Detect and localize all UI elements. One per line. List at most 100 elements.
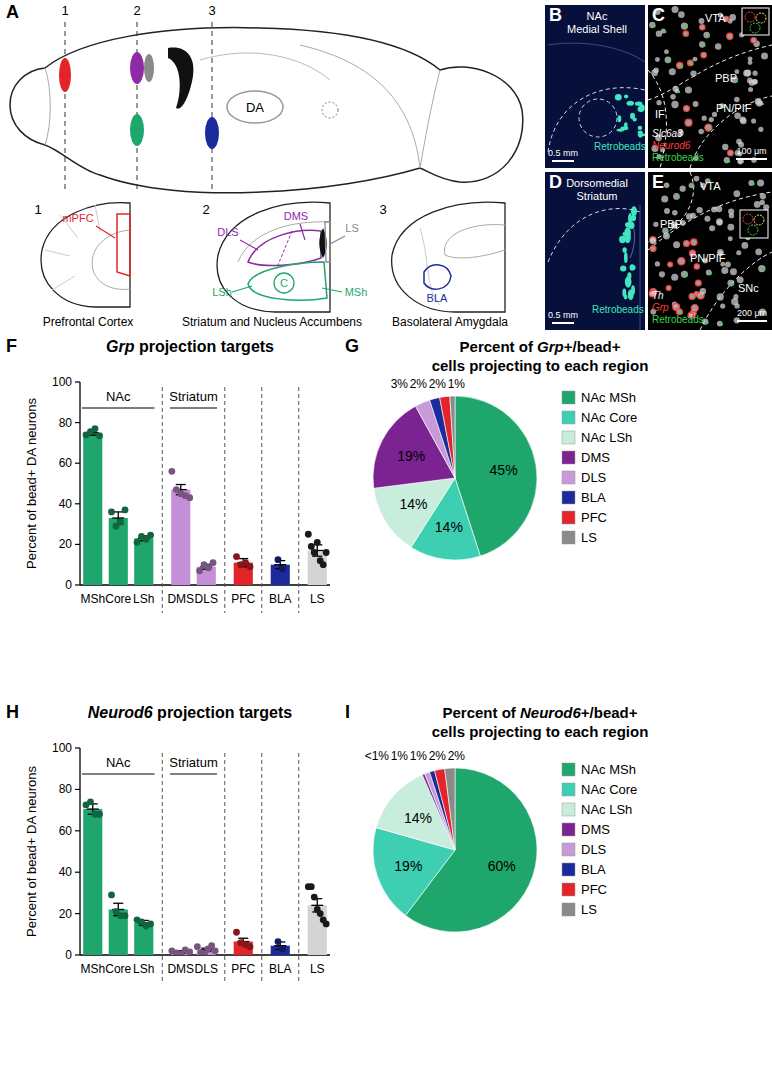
bar (171, 490, 190, 585)
tick (75, 503, 80, 504)
region-outline (579, 99, 617, 137)
region-outline (424, 265, 451, 289)
cell (725, 262, 731, 268)
cell (681, 271, 688, 278)
retrobead (707, 35, 710, 38)
tick (75, 789, 80, 790)
tick-label: 60 (59, 456, 73, 470)
contour (300, 45, 420, 168)
mean-line (274, 564, 286, 565)
data-label: 14% (435, 519, 463, 535)
retrobead (703, 44, 706, 47)
data-point (122, 506, 129, 513)
cell (729, 14, 736, 21)
group-separator (298, 753, 299, 983)
text-part: projection targets (134, 338, 274, 355)
group-line (82, 773, 154, 774)
cell (655, 57, 660, 62)
group-separator (298, 387, 299, 613)
data-point (205, 564, 212, 571)
region-divider (278, 231, 292, 265)
gene-name: Neurod6 (88, 704, 153, 721)
scale-bar (552, 160, 574, 162)
data-point (186, 494, 193, 501)
data-point (323, 921, 330, 928)
bar (271, 565, 290, 585)
bar (234, 942, 253, 955)
legend-label: NAc Core (581, 782, 637, 797)
data-label: 2% (429, 377, 447, 391)
legend-swatch (562, 803, 575, 816)
cell (700, 25, 705, 30)
category-label: BLA (269, 962, 292, 976)
legend-swatch (562, 783, 575, 796)
retrobead (624, 227, 631, 238)
cell (668, 262, 673, 267)
data-label: 14% (399, 496, 427, 512)
cell (695, 280, 701, 286)
contour (200, 53, 330, 80)
retrobead (763, 268, 766, 271)
retrobead (752, 183, 755, 186)
retrobead (653, 25, 656, 28)
section-caption: Striatum and Nucleus Accumbens (182, 315, 362, 329)
panel-letter: D (549, 172, 562, 192)
data-point (308, 883, 315, 890)
section-outline (217, 202, 330, 312)
cell (704, 216, 710, 222)
retrobead (732, 283, 735, 286)
cell (715, 43, 721, 49)
retrobead (720, 323, 723, 326)
data-label: <1% (365, 749, 390, 763)
legend-label: DLS (581, 842, 607, 857)
section-outline (41, 203, 130, 307)
image-label: SNc (738, 282, 759, 294)
panel-letter: G (345, 336, 359, 356)
image-background (545, 172, 645, 330)
inset (742, 8, 769, 35)
injection-site (59, 58, 71, 92)
cell (677, 62, 683, 68)
section-number: 2 (202, 202, 209, 217)
cell (728, 150, 734, 156)
cell (694, 264, 699, 269)
stain-label: Grp (652, 302, 669, 313)
stain-label: Retrobeads (652, 314, 704, 325)
cell (669, 68, 676, 75)
retrobead (678, 91, 681, 94)
cell (716, 206, 722, 212)
cell (727, 224, 734, 231)
data-point (194, 943, 201, 950)
cell (685, 119, 692, 126)
tick-label: 0 (65, 578, 72, 592)
data-label: 1% (391, 749, 409, 763)
inset-cell (756, 13, 766, 23)
cell (703, 32, 710, 39)
ventricle (168, 48, 193, 109)
region-label: DMS (284, 210, 308, 222)
pie-slice (440, 396, 455, 478)
mean-line (112, 517, 124, 518)
axis-title: Percent of bead+ DA neurons (24, 766, 39, 937)
category-label: MSh (80, 962, 105, 976)
section-number: 3 (379, 202, 386, 217)
legend-swatch (562, 451, 575, 464)
image-panel: DorsomedialStriatumRetrobeads0.5 mm (545, 172, 645, 330)
tick (75, 954, 80, 955)
image-panel: NAcMedial ShellRetrobeads0.5 mm (545, 5, 646, 168)
cell (748, 60, 753, 65)
data-point (311, 894, 318, 901)
bar (308, 905, 327, 955)
image-content (548, 43, 645, 152)
cell (672, 210, 678, 216)
cell (681, 22, 688, 29)
chart-title: Grp projection targets (106, 338, 274, 355)
data-label: 3% (391, 377, 409, 391)
scale-label: 0.5 mm (548, 148, 578, 158)
mean-line (87, 808, 99, 809)
cell (752, 71, 757, 76)
cell (758, 265, 765, 272)
image-background (648, 5, 772, 168)
section-number: 2 (133, 3, 140, 18)
group-separator (162, 387, 163, 613)
